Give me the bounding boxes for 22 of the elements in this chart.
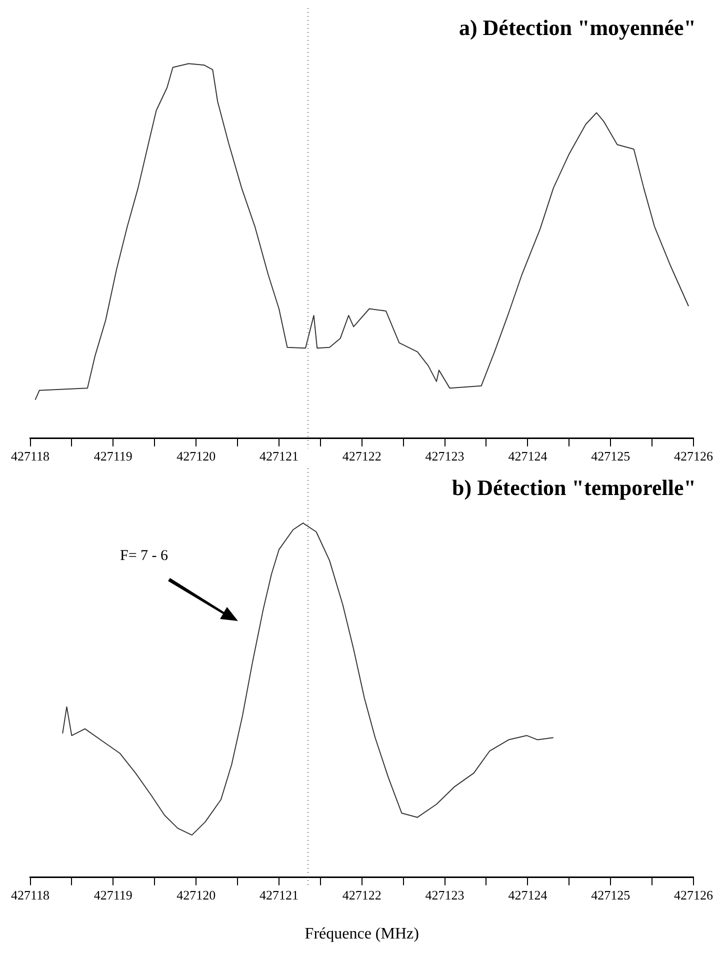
x-tick-label: 427125 — [591, 887, 630, 902]
x-tick-label: 427124 — [508, 887, 548, 902]
x-tick-label: 427124 — [508, 448, 548, 464]
chart-title: a) Détection "moyennée" — [458, 14, 696, 40]
x-tick-label: 427126 — [674, 887, 714, 902]
x-tick-label: 427122 — [342, 887, 382, 902]
x-tick-label: 427119 — [94, 448, 132, 464]
x-tick-label: 427118 — [10, 887, 50, 902]
x-tick-label: 427119 — [94, 887, 132, 902]
x-tick-label: 427126 — [674, 448, 714, 464]
x-tick-label: 427118 — [10, 448, 50, 464]
x-tick-label: 427122 — [342, 448, 382, 464]
x-tick-label: 427121 — [259, 448, 298, 464]
x-tick-label: 427121 — [259, 887, 298, 902]
chart-title: b) Détection "temporelle" — [452, 474, 696, 500]
x-tick-label: 427120 — [176, 887, 216, 902]
x-tick-label: 427123 — [425, 448, 464, 464]
x-axis-title: Fréquence (MHz) — [304, 926, 419, 943]
x-tick-label: 427120 — [176, 448, 216, 464]
x-tick-label: 427123 — [425, 887, 464, 902]
annotation: F= 7 - 6 — [120, 548, 168, 565]
x-tick-label: 427125 — [591, 448, 630, 464]
